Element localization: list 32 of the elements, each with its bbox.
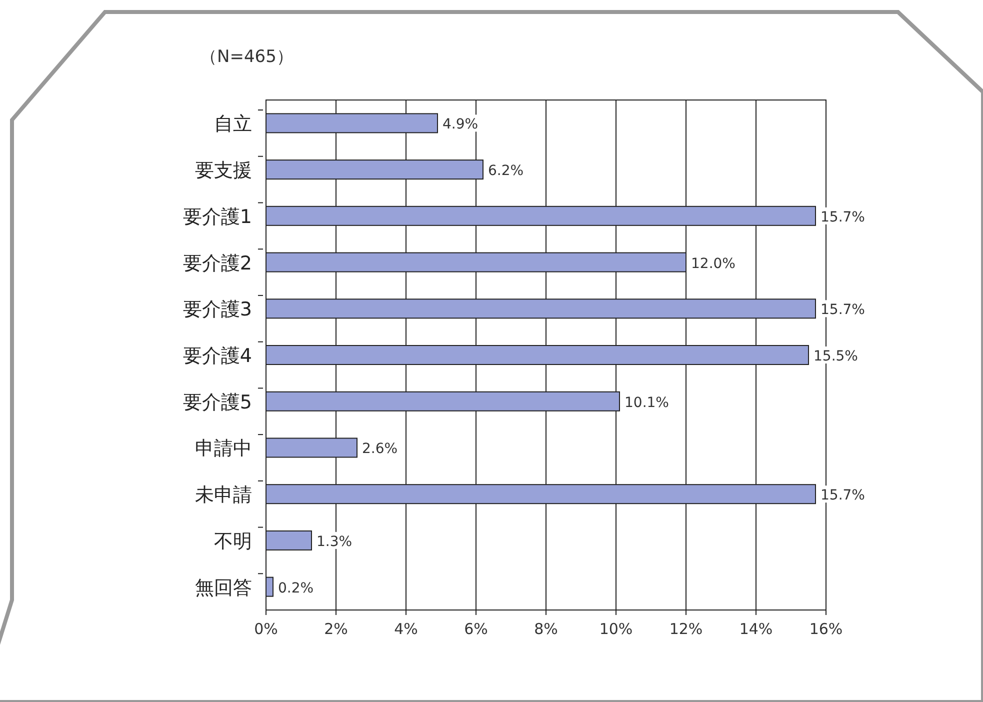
data-label: 0.2%: [278, 580, 314, 596]
data-label: 15.7%: [820, 302, 865, 318]
x-tick-label: 14%: [739, 620, 773, 638]
y-tick-label: 要介護1: [182, 206, 252, 228]
y-tick-label: 要介護4: [182, 345, 252, 367]
data-label: 10.1%: [624, 394, 669, 411]
x-tick-label: 8%: [534, 620, 558, 638]
x-tick-label: 0%: [254, 620, 278, 638]
y-tick-label: 申請中: [195, 438, 252, 460]
chart-title: （N=465）: [200, 47, 294, 67]
y-tick-label: 不明: [214, 530, 252, 552]
y-tick-label: 要支援: [195, 160, 252, 182]
x-tick-label: 2%: [324, 620, 348, 638]
y-tick-label: 自立: [214, 113, 252, 136]
y-tick-label: 未申請: [195, 484, 252, 506]
x-tick-label: 10%: [599, 620, 633, 638]
data-label: 12.0%: [691, 256, 736, 272]
x-tick-label: 16%: [809, 620, 843, 638]
y-tick-label: 要介護3: [182, 298, 252, 321]
data-label: 15.7%: [820, 209, 865, 226]
data-label: 1.3%: [316, 534, 352, 550]
x-tick-label: 12%: [669, 620, 703, 638]
x-tick-label: 6%: [464, 620, 488, 638]
data-label: 6.2%: [488, 163, 524, 180]
y-tick-label: 要介護5: [182, 391, 252, 414]
x-tick-label: 4%: [394, 620, 418, 638]
data-label: 15.5%: [814, 348, 858, 364]
data-label: 4.9%: [442, 116, 478, 133]
data-label: 2.6%: [362, 441, 398, 458]
y-tick-label: 要介護2: [182, 252, 252, 274]
y-tick-label: 無回答: [195, 576, 252, 599]
data-label: 15.7%: [820, 488, 865, 504]
